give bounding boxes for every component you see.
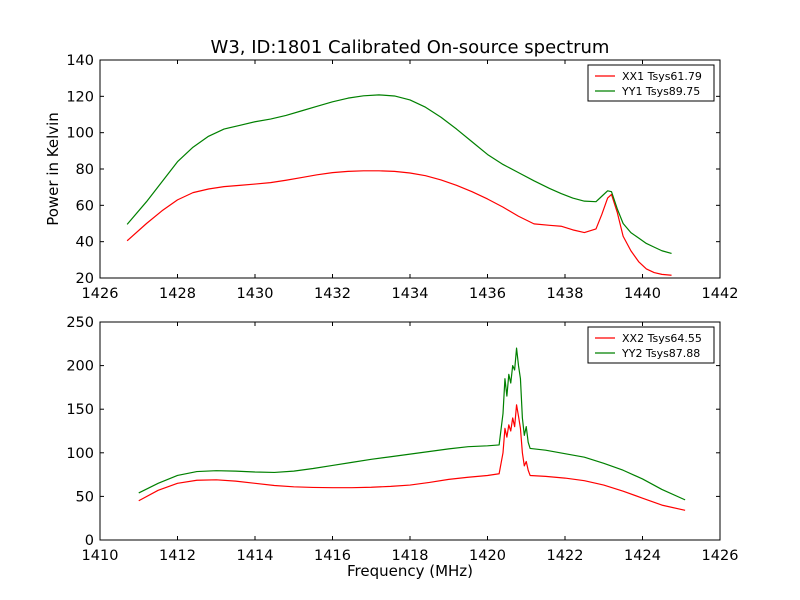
bottom-y-tick-label-2: 100: [66, 446, 94, 462]
bottom-series-line-2: [138, 347, 686, 501]
bottom-y-tick-label-0: 0: [85, 533, 94, 549]
top-x-tick-label-6: 1438: [547, 286, 584, 302]
bottom-x-tick-label-1: 1412: [159, 548, 196, 564]
top-legend-label-1: XX1 Tsys61.79: [622, 70, 702, 83]
top-x-tick-label-8: 1442: [702, 286, 739, 302]
bottom-spectrum-plot: 1410 1412 1414 1416 1418 1420 1422 1424 1426 0 50 1…: [66, 315, 738, 580]
top-series-line-1: [126, 170, 672, 276]
chart-title: W3, ID:1801 Calibrated On-source spectru…: [211, 37, 610, 58]
top-series-line-2: [126, 94, 672, 255]
bottom-legend-box: [587, 326, 715, 364]
top-y-tick-label-5: 120: [66, 89, 94, 105]
top-legend-box: [587, 64, 715, 102]
bottom-x-tick-label-5: 1420: [469, 548, 506, 564]
top-x-tick-label-4: 1434: [392, 286, 429, 302]
bottom-x-tick-label-6: 1422: [547, 548, 584, 564]
top-x-tick-label-2: 1430: [237, 286, 274, 302]
bottom-x-tick-label-7: 1424: [624, 548, 661, 564]
top-tick-layer: 1426 1428 1430 1432 1434 1436 1438 1440 1442 20 40…: [66, 53, 738, 302]
bottom-y-tick-label-5: 250: [66, 315, 94, 331]
bottom-y-tick-label-1: 50: [76, 489, 94, 505]
bottom-legend-label-1: XX2 Tsys64.55: [622, 332, 702, 345]
bottom-series-layer: [138, 347, 686, 511]
top-legend-label-2: YY1 Tsys89.75: [621, 85, 700, 98]
bottom-x-tick-label-2: 1414: [237, 548, 274, 564]
top-y-axis-label: Power in Kelvin: [44, 112, 62, 226]
top-x-tick-label-0: 1426: [82, 286, 119, 302]
bottom-tick-layer: 1410 1412 1414 1416 1418 1420 1422 1424 1426 0 50 1…: [66, 315, 738, 564]
top-series-layer: [126, 94, 672, 276]
top-legend: XX1 Tsys61.79 YY1 Tsys89.75: [587, 64, 715, 102]
bottom-x-tick-label-8: 1426: [702, 548, 739, 564]
bottom-x-tick-label-0: 1410: [82, 548, 119, 564]
bottom-y-tick-label-3: 150: [66, 402, 94, 418]
top-x-tick-label-3: 1432: [314, 286, 351, 302]
bottom-series-line-1: [138, 404, 686, 511]
top-spectrum-plot: 1426 1428 1430 1432 1434 1436 1438 1440 1442 20 40…: [44, 53, 738, 302]
top-y-tick-label-6: 140: [66, 53, 94, 69]
bottom-legend-label-2: YY2 Tsys87.88: [621, 347, 700, 360]
top-y-tick-label-2: 60: [76, 198, 94, 214]
top-y-tick-label-0: 20: [76, 271, 94, 287]
top-y-tick-label-4: 100: [66, 126, 94, 142]
bottom-x-axis-label: Frequency (MHz): [347, 562, 473, 580]
bottom-legend: XX2 Tsys64.55 YY2 Tsys87.88: [587, 326, 715, 364]
top-y-tick-label-3: 80: [76, 162, 94, 178]
top-y-tick-label-1: 40: [76, 235, 94, 251]
bottom-y-tick-label-4: 200: [66, 359, 94, 375]
top-x-tick-label-7: 1440: [624, 286, 661, 302]
bottom-x-tick-label-3: 1416: [314, 548, 351, 564]
top-x-tick-label-5: 1436: [469, 286, 506, 302]
bottom-x-tick-label-4: 1418: [392, 548, 429, 564]
top-x-tick-label-1: 1428: [159, 286, 196, 302]
